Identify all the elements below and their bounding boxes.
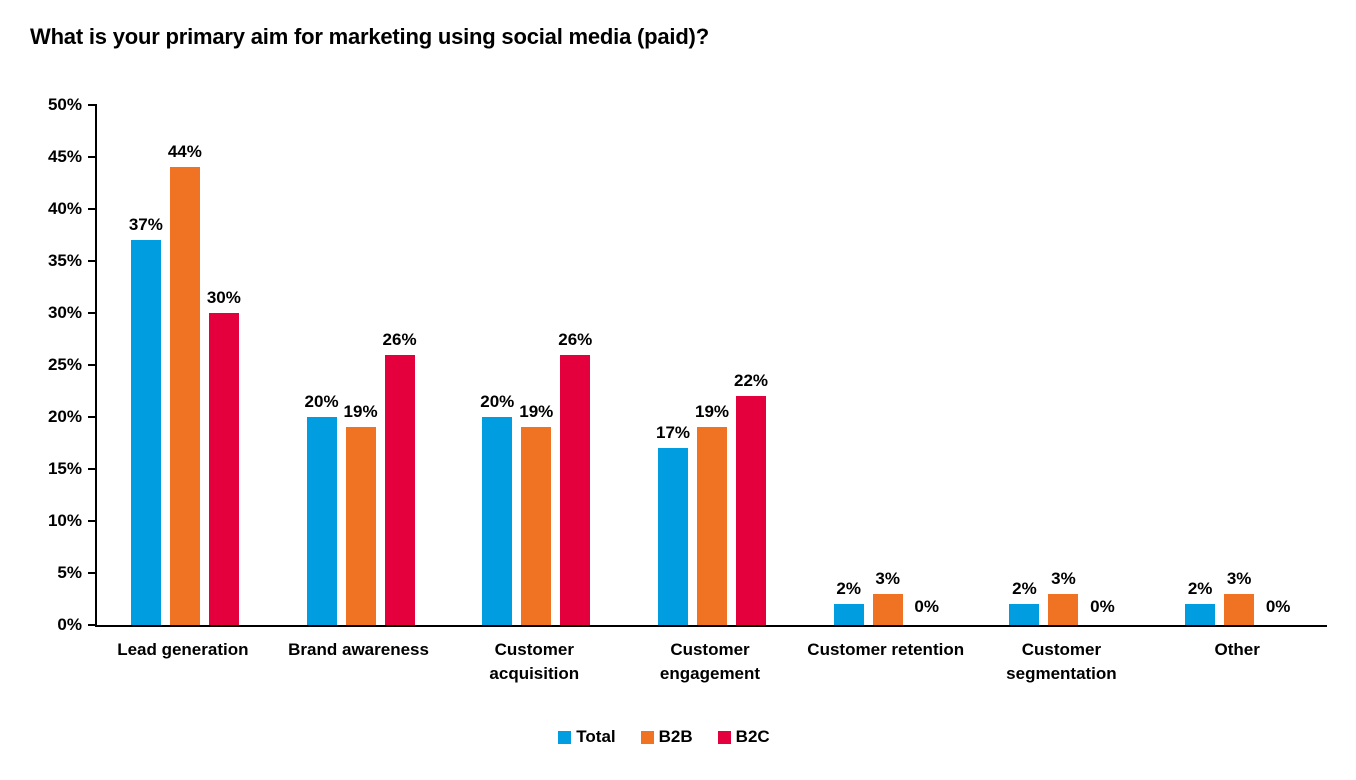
bar-total bbox=[482, 417, 513, 625]
y-tick-mark bbox=[88, 260, 97, 262]
y-tick-label: 5% bbox=[57, 563, 82, 582]
y-tick-mark bbox=[88, 156, 97, 158]
legend-item-b2b: B2B bbox=[640, 727, 693, 747]
value-label: 0% bbox=[1090, 597, 1115, 616]
y-tick-label: 15% bbox=[47, 459, 82, 478]
value-label: 19% bbox=[519, 402, 554, 422]
x-category-label: Other bbox=[1214, 640, 1260, 659]
value-label: 19% bbox=[343, 402, 378, 422]
bar-total bbox=[130, 240, 161, 625]
y-tick-mark bbox=[88, 416, 97, 418]
legend-item-b2c: B2C bbox=[717, 727, 770, 747]
value-label: 2% bbox=[836, 579, 861, 599]
bar-b2b bbox=[1224, 593, 1255, 625]
bar-total bbox=[658, 448, 688, 625]
bar-b2b bbox=[169, 167, 200, 625]
x-axis: Lead generation Brand awareness Customer a… bbox=[95, 638, 1325, 698]
y-tick-label: 0% bbox=[57, 615, 82, 634]
x-category-label: Brand awareness bbox=[288, 640, 429, 659]
legend-label: B2B bbox=[658, 727, 693, 746]
legend-label: Total bbox=[576, 727, 616, 746]
value-label: 22% bbox=[733, 371, 769, 391]
y-tick-mark bbox=[88, 312, 97, 314]
value-label: 26% bbox=[558, 329, 593, 349]
value-label: 37% bbox=[128, 215, 163, 235]
bar-group: 2% 3% 0% bbox=[1185, 105, 1293, 625]
bar-group: 2% 3% 0% bbox=[1009, 105, 1117, 625]
legend-item-total: Total bbox=[558, 727, 616, 747]
y-tick-label: 10% bbox=[47, 511, 82, 530]
bar-group: 17% 19% 22% bbox=[655, 105, 769, 625]
bar-b2c bbox=[384, 354, 415, 625]
bar-group: 20% 19% 26% bbox=[480, 105, 593, 625]
y-tick-mark bbox=[88, 520, 97, 522]
y-axis: 0% 5% 10% 15% 20% 25% 30% 35% 40% 45% 50% bbox=[0, 95, 88, 634]
x-category-label: Lead generation bbox=[117, 640, 249, 659]
bar-b2c bbox=[208, 313, 239, 625]
y-tick-mark bbox=[88, 468, 97, 470]
y-tick-label: 35% bbox=[47, 251, 82, 270]
bar-group: 20% 19% 26% bbox=[304, 105, 417, 625]
y-tick-mark bbox=[88, 572, 97, 574]
value-label: 30% bbox=[206, 288, 241, 307]
value-label: 2% bbox=[1187, 579, 1213, 599]
bar-b2c bbox=[736, 396, 766, 625]
value-label: 26% bbox=[382, 329, 417, 349]
bar-group: 2% 3% 0% bbox=[833, 105, 942, 625]
plot-area: 37% 44% 30% 20% 19% 26% 20% 19% 26% 17% 19% 22% 2% 3%… bbox=[88, 104, 1327, 627]
value-label: 0% bbox=[1265, 597, 1291, 616]
bar-total bbox=[1185, 604, 1216, 625]
y-tick-mark bbox=[88, 624, 97, 626]
value-label: 17% bbox=[655, 423, 691, 443]
y-tick-label: 45% bbox=[47, 147, 82, 166]
legend: Total B2B B2C bbox=[0, 727, 1328, 747]
y-tick-label: 40% bbox=[47, 199, 82, 218]
bar-b2b bbox=[521, 427, 552, 625]
bar-group: 37% 44% 30% bbox=[128, 105, 241, 625]
y-tick-label: 25% bbox=[47, 355, 82, 374]
bar-b2c bbox=[560, 354, 591, 625]
y-tick-label: 30% bbox=[47, 303, 82, 322]
value-label: 3% bbox=[875, 568, 900, 588]
chart-title: What is your primary aim for marketing u… bbox=[30, 24, 709, 49]
x-category-label: Customer acquisition bbox=[489, 640, 580, 683]
bar-b2b bbox=[697, 427, 727, 625]
y-tick-mark bbox=[88, 364, 97, 366]
x-category-label: Customer retention bbox=[807, 640, 965, 659]
y-tick-mark bbox=[88, 104, 97, 106]
legend-swatch-total bbox=[558, 730, 572, 744]
bar-total bbox=[833, 604, 864, 625]
legend-swatch-b2b bbox=[640, 730, 654, 744]
legend-label: B2C bbox=[735, 727, 770, 746]
legend-swatch-b2c bbox=[717, 730, 731, 744]
value-label: 19% bbox=[694, 402, 730, 422]
value-label: 44% bbox=[167, 142, 202, 162]
bar-b2b bbox=[345, 427, 376, 625]
bar-b2b bbox=[872, 593, 903, 625]
value-label: 20% bbox=[304, 392, 339, 411]
bar-b2b bbox=[1048, 593, 1079, 625]
y-tick-label: 50% bbox=[47, 95, 82, 114]
y-tick-label: 20% bbox=[47, 407, 82, 426]
value-label: 3% bbox=[1226, 568, 1252, 588]
bar-total bbox=[1009, 604, 1040, 625]
value-label: 3% bbox=[1051, 568, 1076, 588]
value-label: 0% bbox=[914, 597, 939, 616]
y-tick-mark bbox=[88, 208, 97, 210]
value-label: 2% bbox=[1012, 579, 1037, 599]
x-category-label: Customer segmentation bbox=[1006, 640, 1117, 683]
bar-total bbox=[306, 417, 337, 625]
value-label: 20% bbox=[480, 392, 515, 411]
x-category-label: Customer engagement bbox=[659, 640, 761, 683]
